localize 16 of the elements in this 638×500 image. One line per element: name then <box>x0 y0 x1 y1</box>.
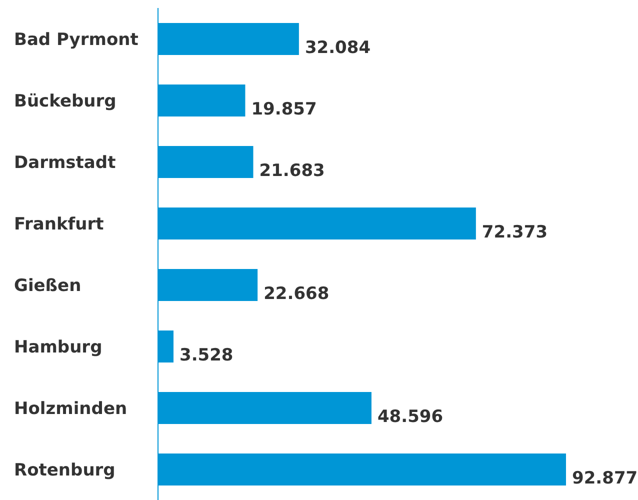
data-label: 72.373 <box>482 222 548 242</box>
data-label: 92.877 <box>572 468 638 488</box>
data-label: 21.683 <box>259 161 325 181</box>
y-tick-label: Rotenburg <box>14 460 116 480</box>
y-tick-label: Bückeburg <box>14 91 116 112</box>
data-label: 3.528 <box>180 346 234 366</box>
y-tick-label: Holzminden <box>14 398 128 419</box>
data-label: 19.857 <box>251 100 317 120</box>
y-tick-label: Frankfurt <box>14 214 104 234</box>
data-label: 22.668 <box>264 284 330 304</box>
y-tick-label: Gießen <box>14 276 82 296</box>
data-label: 48.596 <box>377 407 444 427</box>
y-tick-label: Hamburg <box>14 337 102 358</box>
y-tick-label: Bad Pyrmont <box>14 30 138 50</box>
y-tick-label: Darmstadt <box>14 152 116 173</box>
data-label: 32.084 <box>304 38 371 58</box>
